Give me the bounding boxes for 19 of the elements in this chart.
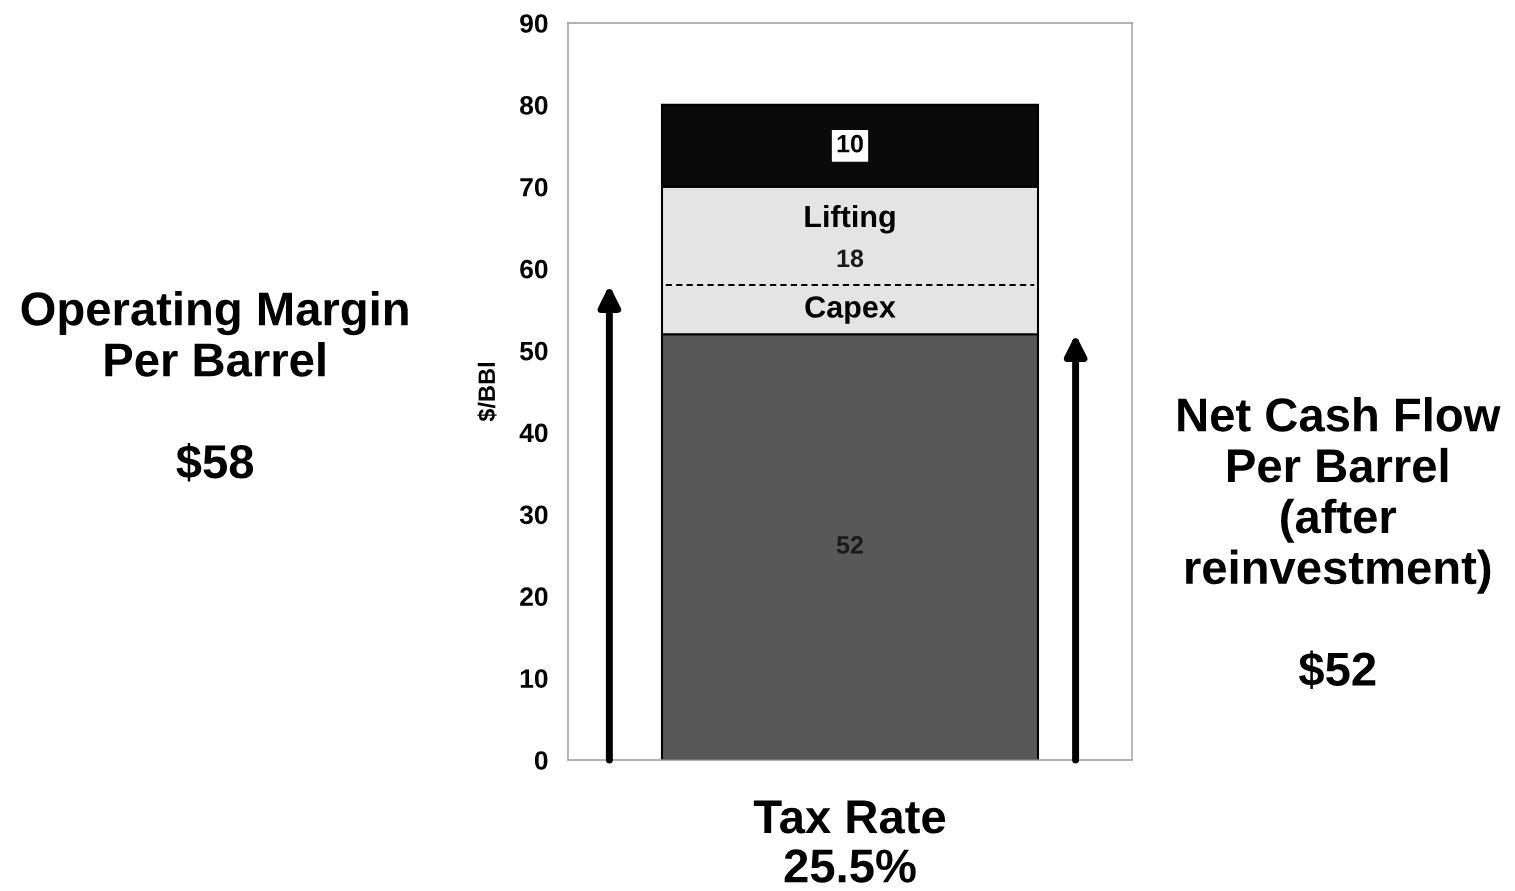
text: Operating Margin Per Barrel $58 bbox=[21, 290, 408, 482]
y-tick-label: 60 bbox=[520, 259, 548, 279]
y-tick-label: 80 bbox=[520, 96, 548, 115]
text: Net Cash Flow Per Barrel (after reinvestment) $52 bbox=[1178, 397, 1501, 690]
y-tick-label: 30 bbox=[519, 505, 548, 525]
y-tick-label: 20 bbox=[520, 587, 548, 607]
annotation: Capex bbox=[805, 296, 896, 324]
data-label: 18 bbox=[837, 249, 864, 268]
y-tick-label: 70 bbox=[520, 177, 548, 197]
data-label: 10 bbox=[837, 134, 863, 153]
y-tick-label: 50 bbox=[520, 341, 548, 361]
y-axis-title: $/BBl bbox=[477, 362, 497, 422]
y-tick-label: 0 bbox=[534, 751, 548, 770]
y-tick-label: 40 bbox=[519, 423, 548, 443]
y-tick-label: 10 bbox=[520, 669, 548, 688]
x-axis-title: Tax Rate 25.5% bbox=[753, 800, 946, 883]
data-label: 52 bbox=[836, 536, 863, 554]
annotation: Lifting bbox=[805, 204, 895, 234]
y-tick-label: 90 bbox=[520, 14, 548, 33]
